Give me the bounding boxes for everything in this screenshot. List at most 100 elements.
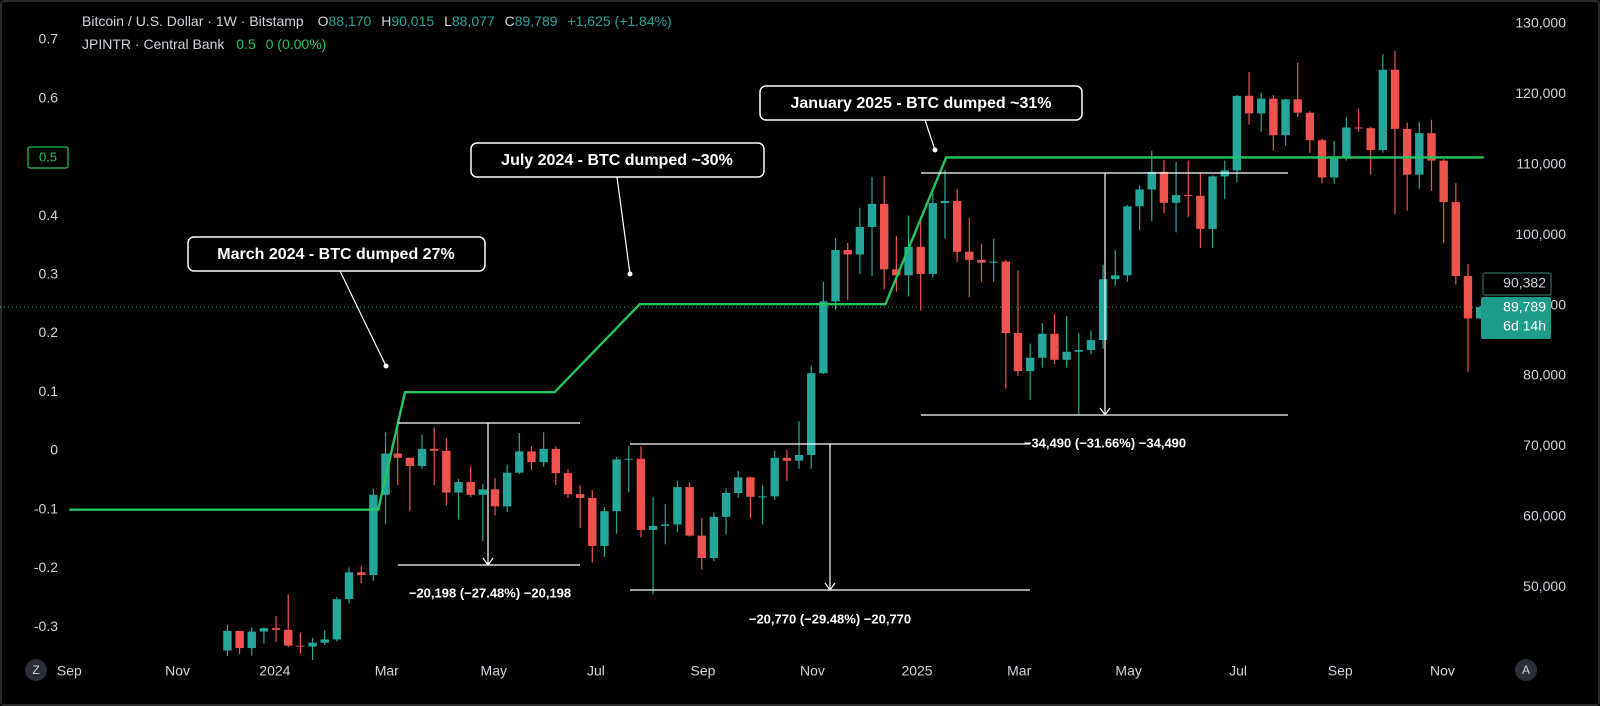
candle-body (1390, 69, 1400, 129)
arrow-head (1099, 407, 1111, 417)
candle-body (843, 249, 852, 255)
measure-label: −20,770 (−29.48%) −20,770 (749, 611, 911, 626)
price-box (1482, 272, 1552, 296)
x-tick-label: Sep (691, 663, 716, 679)
candle-body (648, 525, 658, 530)
symbol-title: Bitcoin / U.S. Dollar · 1W · Bitstamp (82, 13, 304, 29)
candle-body (515, 451, 524, 473)
candle-body (454, 482, 463, 493)
candle-body (636, 458, 646, 530)
candle-body (1427, 133, 1436, 161)
x-tick-label: Sep (1328, 663, 1353, 679)
callout-box (470, 142, 765, 178)
candle-body (1378, 69, 1388, 151)
y2-tick-label: 0.3 (39, 266, 59, 282)
candle-body (332, 599, 342, 640)
candle-body (697, 535, 706, 559)
callout-3: January 2025 - BTC dumped ~31% (759, 85, 1083, 153)
y2-tick-label: -0.1 (34, 500, 58, 516)
candle-body (1475, 307, 1485, 319)
candle-body (296, 645, 305, 647)
candle-body (600, 511, 609, 546)
y2-tick-label: -0.3 (34, 618, 58, 634)
candle-body (965, 251, 974, 260)
ohlc-key: H (381, 13, 391, 29)
zoom-button-label[interactable]: Z (32, 663, 39, 677)
y2-tick-label: -0.2 (34, 559, 58, 575)
x-tick-label: Nov (1430, 663, 1455, 679)
candle-body (1244, 95, 1254, 114)
candle-body (673, 487, 682, 525)
x-tick-label: Nov (800, 663, 825, 679)
x-tick-label: Mar (375, 663, 399, 679)
y-tick-label: 120,000 (1515, 85, 1566, 101)
candle-body (1135, 189, 1144, 207)
candle-body (393, 453, 402, 458)
candle-body (1354, 127, 1363, 129)
candle-body (527, 451, 536, 463)
candle-body (284, 629, 293, 646)
candle-body (1293, 99, 1302, 113)
y2-tick-label: 0.1 (39, 383, 59, 399)
candle-body (952, 200, 962, 252)
candle-body (770, 457, 779, 497)
arrow-head (482, 557, 494, 567)
y-tick-label: 60,000 (1523, 508, 1566, 524)
zoom-button[interactable] (25, 659, 47, 681)
y-tick-label: 70,000 (1523, 437, 1566, 453)
candle-body (721, 492, 731, 517)
candle-body (259, 628, 269, 632)
callout-box (187, 236, 486, 272)
candle-body (405, 457, 415, 467)
candle-body (709, 516, 719, 559)
candle-body (502, 472, 512, 507)
ohlc-key: O (318, 13, 329, 29)
candle-body (758, 496, 767, 498)
measure-1: −20,198 (−27.48%) −20,198 (398, 422, 580, 600)
candle-body (1305, 112, 1315, 141)
candle-body (977, 259, 986, 263)
candle-body (417, 448, 427, 467)
indicator-price-box (27, 146, 69, 169)
callout-dot (383, 363, 389, 369)
candle-body (563, 473, 573, 495)
candle-body (223, 630, 232, 651)
candle-body (1415, 133, 1424, 175)
candle-body (478, 489, 488, 495)
candle-body (928, 203, 938, 274)
candle-body (1366, 128, 1375, 151)
candle-body (1001, 261, 1011, 334)
callout-pointer (339, 270, 387, 367)
measure-label: −34,490 (−31.66%) −34,490 (1024, 435, 1186, 450)
indicator-value: 0.5 (236, 36, 256, 52)
candle-body (794, 454, 804, 461)
candle-body (940, 200, 950, 204)
callout-text: January 2025 - BTC dumped ~31% (791, 95, 1052, 112)
candle-body (1208, 176, 1217, 229)
candle-body (247, 631, 256, 649)
candle-body (429, 448, 439, 451)
ohlc-key: C (505, 13, 515, 29)
candle-body (320, 639, 329, 643)
x-tick-label: Jul (1229, 663, 1247, 679)
candle-body (892, 269, 901, 276)
candle-body (1171, 195, 1181, 203)
x-tick-label: 2025 (901, 663, 932, 679)
callout-box (759, 85, 1083, 121)
y2-tick-label: 0.4 (39, 207, 59, 223)
candle-body (879, 203, 889, 270)
candle-body (1463, 276, 1473, 319)
candle-body (539, 448, 548, 463)
indicator-change: 0 (0.00%) (266, 36, 327, 52)
countdown: 6d 14h (1503, 318, 1546, 334)
candle-body (1111, 275, 1120, 280)
candle-body (661, 524, 670, 526)
candle-body (1147, 171, 1156, 190)
auto-button[interactable] (1515, 659, 1537, 681)
indicator-line (69, 156, 1484, 511)
candle-body (831, 249, 840, 302)
auto-button-label[interactable]: A (1522, 663, 1530, 677)
x-tick-label: Sep (57, 663, 82, 679)
